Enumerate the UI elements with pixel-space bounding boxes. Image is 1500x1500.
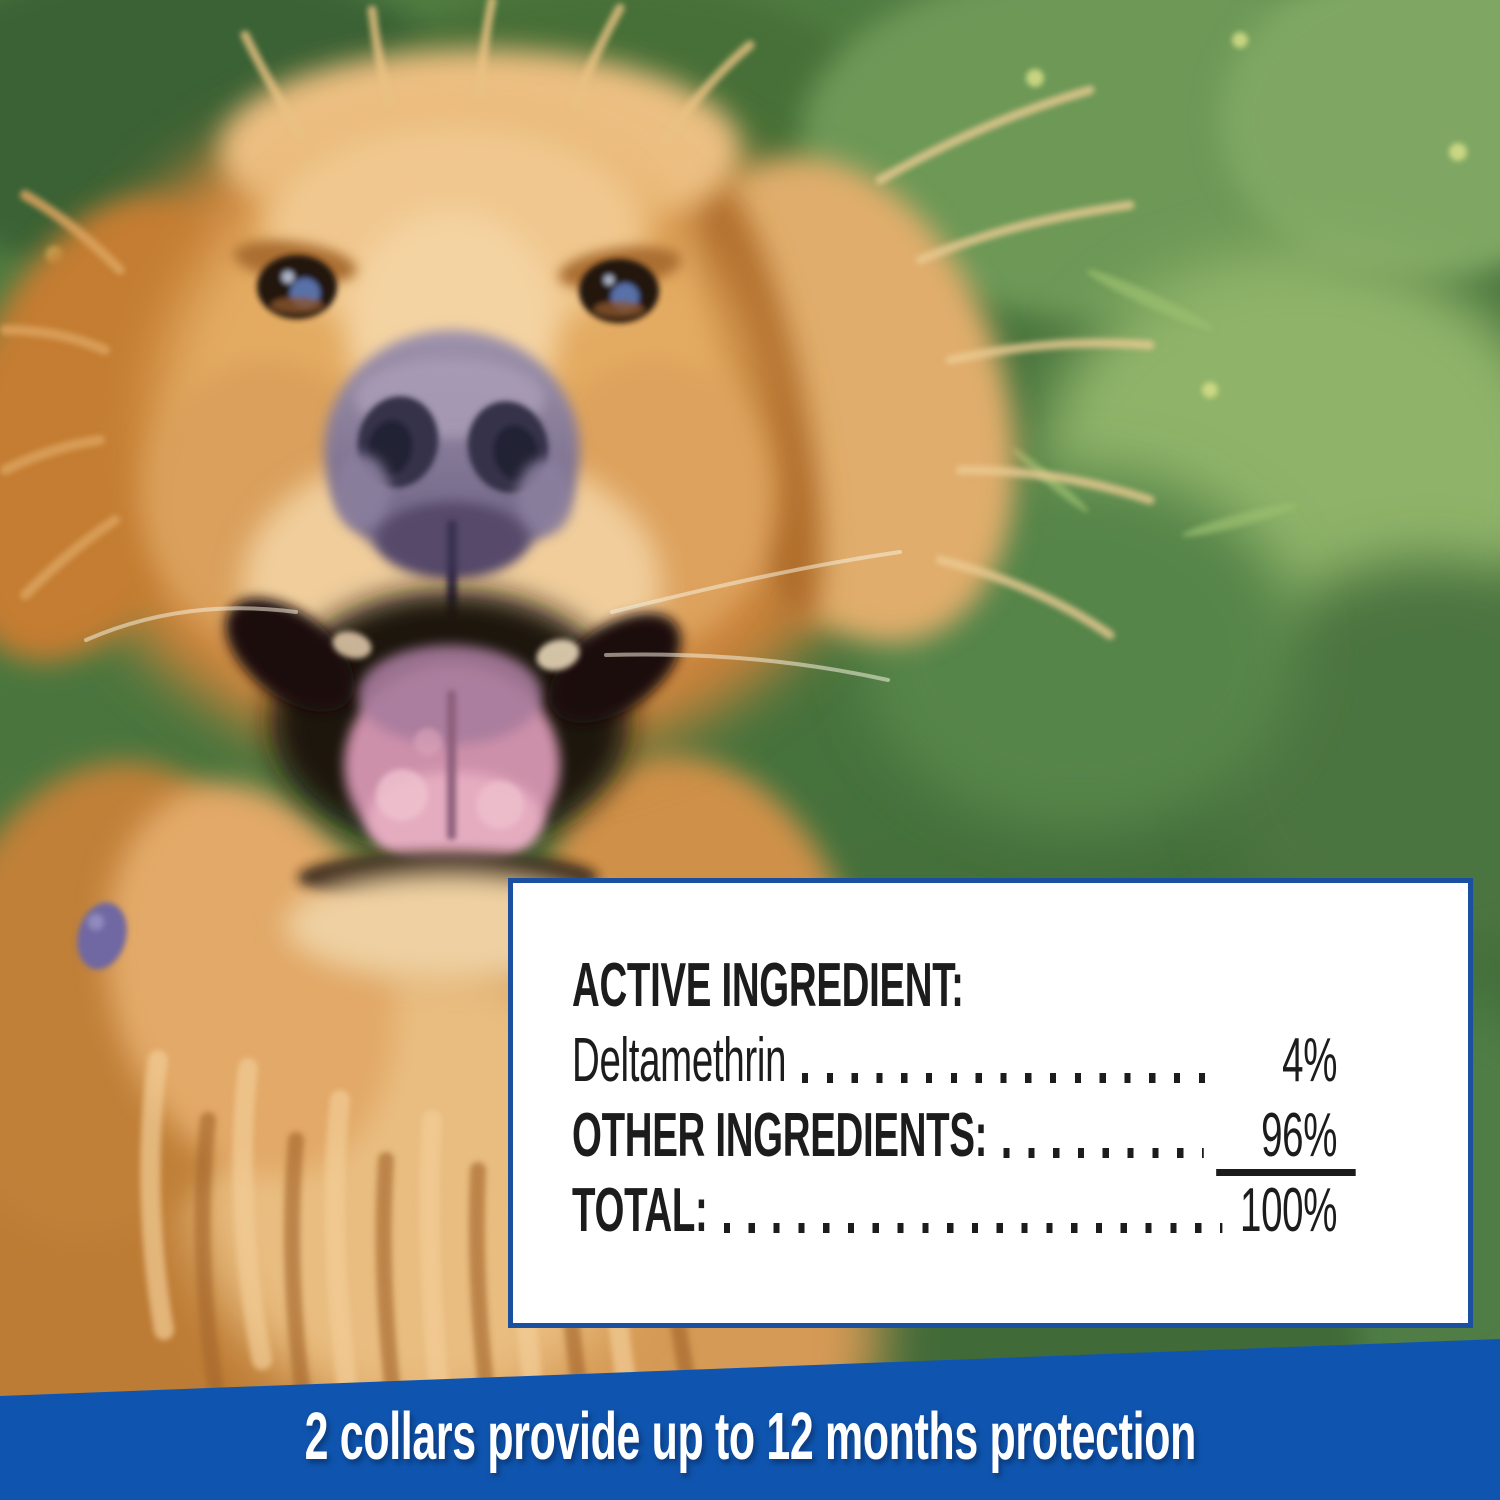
ingredient-row: Deltamethrin 4% <box>572 1030 1337 1092</box>
ingredient-value: 96% <box>1216 1105 1356 1176</box>
ingredient-row: TOTAL: 100% <box>572 1180 1337 1242</box>
ingredient-label: Deltamethrin <box>572 1026 787 1095</box>
active-ingredient-heading: ACTIVE INGREDIENT: <box>572 951 964 1020</box>
dog-tongue <box>344 645 560 868</box>
ingredient-row: OTHER INGREDIENTS: 96% <box>572 1101 1356 1176</box>
dot-leader <box>802 1073 1223 1083</box>
fur-strands-ears <box>0 0 1155 640</box>
ingredients-panel: ACTIVE INGREDIENT: Deltamethrin 4% OTHER… <box>508 878 1473 1328</box>
dog-whiskers <box>84 550 902 682</box>
ingredient-label: OTHER INGREDIENTS: <box>572 1101 988 1170</box>
panel-header-row: ACTIVE INGREDIENT: <box>572 955 1337 1017</box>
ingredient-label: TOTAL: <box>572 1176 708 1245</box>
dot-leader <box>723 1223 1223 1233</box>
dog-eyes <box>233 240 682 323</box>
banner-text: 2 collars provide up to 12 months protec… <box>304 1398 1196 1474</box>
dot-leader <box>1003 1148 1204 1158</box>
collar-tag <box>77 902 127 970</box>
ingredient-value: 100% <box>1240 1176 1338 1245</box>
ingredient-value: 4% <box>1282 1026 1338 1095</box>
bottom-banner: 2 collars provide up to 12 months protec… <box>0 1386 1500 1486</box>
